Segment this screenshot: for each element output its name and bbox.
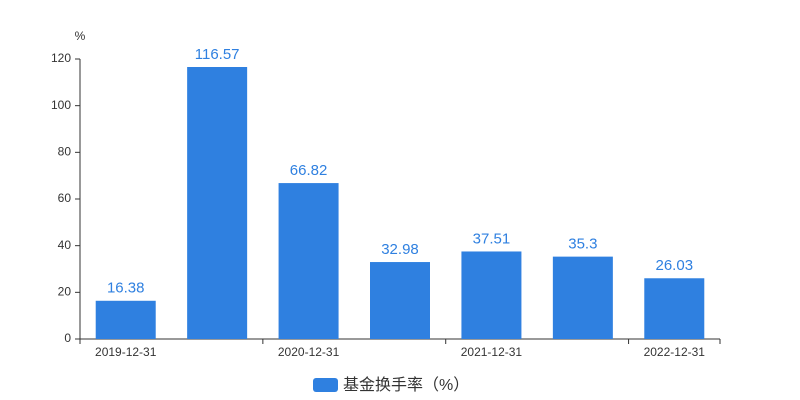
y-tick-label: 60	[58, 191, 72, 205]
bar	[187, 67, 248, 340]
value-label: 66.82	[290, 162, 328, 179]
bar	[95, 300, 156, 339]
value-label: 37.51	[473, 230, 511, 247]
x-tick-label: 2022-12-31	[644, 345, 706, 359]
y-tick-label: 20	[58, 285, 72, 299]
y-unit: %	[75, 29, 86, 43]
y-tick-label: 80	[58, 145, 72, 159]
x-tick-label: 2020-12-31	[278, 345, 340, 359]
bar	[552, 256, 613, 339]
y-tick-label: 120	[51, 51, 71, 65]
x-tick-label: 2021-12-31	[461, 345, 523, 359]
value-label: 116.57	[195, 46, 240, 63]
bar	[370, 262, 430, 339]
y-tick-label: 100	[51, 98, 71, 112]
bar	[461, 251, 522, 339]
x-tick-label: 2019-12-31	[95, 345, 157, 359]
bar	[278, 183, 339, 339]
value-label: 26.03	[656, 257, 694, 274]
value-label: 32.98	[381, 241, 419, 258]
bar	[644, 278, 705, 339]
legend-swatch	[313, 378, 338, 392]
y-tick-label: 40	[58, 238, 72, 252]
legend-label: 基金换手率（%）	[343, 376, 469, 394]
value-label: 35.3	[568, 236, 597, 253]
y-tick-label: 0	[64, 331, 71, 345]
value-label: 16.38	[107, 280, 145, 297]
